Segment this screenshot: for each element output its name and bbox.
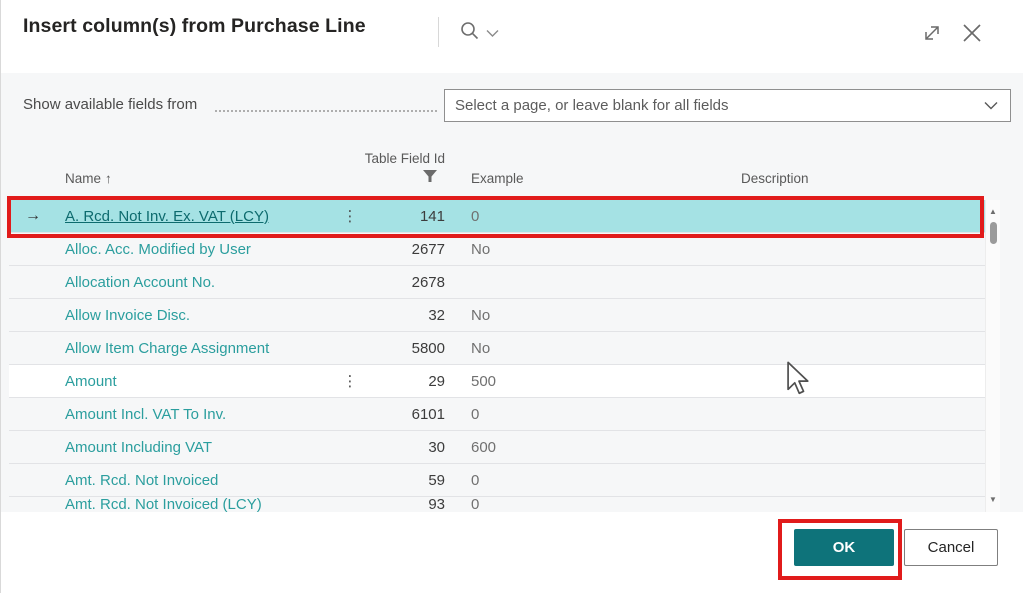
field-id-value: 2677 <box>411 240 445 258</box>
search-button[interactable] <box>451 18 507 46</box>
example-value: 0 <box>471 405 480 423</box>
table-row[interactable]: Amt. Rcd. Not Invoiced 59 0 <box>9 464 985 497</box>
field-name-link[interactable]: Amount Including VAT <box>65 438 213 456</box>
scroll-up-icon[interactable]: ▲ <box>989 207 997 216</box>
expand-dialog-button[interactable] <box>917 20 947 48</box>
dotted-leader <box>215 110 437 112</box>
field-name-link[interactable]: Allow Item Charge Assignment <box>65 339 270 357</box>
field-id-value: 141 <box>419 207 445 225</box>
title-divider <box>438 17 439 47</box>
example-value: 600 <box>471 438 497 456</box>
column-header-description[interactable]: Description <box>741 171 809 186</box>
chevron-down-icon[interactable] <box>984 97 998 115</box>
column-header-name[interactable]: Name ↑ <box>65 171 112 186</box>
show-fields-from-label: Show available fields from <box>23 96 198 113</box>
table-row[interactable]: Allow Invoice Disc. 32 No <box>9 299 985 332</box>
field-id-value: 6101 <box>411 405 445 423</box>
table-row[interactable]: Allow Item Charge Assignment 5800 No <box>9 332 985 365</box>
field-id-value: 32 <box>428 306 445 324</box>
field-id-value: 2678 <box>411 273 445 291</box>
field-id-value: 59 <box>428 471 445 489</box>
table-row[interactable]: Allocation Account No. 2678 <box>9 266 985 299</box>
table-row[interactable]: Amount Incl. VAT To Inv. 6101 0 <box>9 398 985 431</box>
ok-button[interactable]: OK <box>794 529 894 566</box>
vertical-scrollbar[interactable]: ▲ ▼ <box>985 200 1000 512</box>
filter-funnel-icon[interactable] <box>301 170 445 185</box>
chevron-down-icon <box>486 25 499 40</box>
search-icon <box>460 21 479 43</box>
table-row[interactable]: Amount ⋮ 29 500 <box>9 365 985 398</box>
row-ellipsis[interactable]: ⋮ <box>342 373 358 390</box>
field-name-link[interactable]: Allocation Account No. <box>65 273 216 291</box>
dialog-title: Insert column(s) from Purchase Line <box>23 15 366 37</box>
table-rows: → A. Rcd. Not Inv. Ex. VAT (LCY) ⋮ 141 0… <box>9 200 985 512</box>
combobox-placeholder: Select a page, or leave blank for all fi… <box>455 97 729 114</box>
scroll-down-icon[interactable]: ▼ <box>989 495 997 504</box>
field-id-value: 29 <box>428 372 445 390</box>
example-value: No <box>471 306 491 324</box>
sort-ascending-icon: ↑ <box>105 171 112 186</box>
table-row[interactable]: Amount Including VAT 30 600 <box>9 431 985 464</box>
table-row[interactable]: → A. Rcd. Not Inv. Ex. VAT (LCY) ⋮ 141 0 <box>9 200 985 233</box>
close-icon <box>961 22 983 47</box>
scrollbar-thumb[interactable] <box>990 222 997 244</box>
field-id-value: 30 <box>428 438 445 456</box>
row-ellipsis[interactable]: ⋮ <box>342 208 358 225</box>
column-header-table-field-id[interactable]: Table Field Id <box>301 151 445 185</box>
close-dialog-button[interactable] <box>955 19 989 49</box>
field-name-link[interactable]: Amt. Rcd. Not Invoiced <box>65 471 219 489</box>
example-value: 0 <box>471 496 480 512</box>
field-name-link[interactable]: Amount Incl. VAT To Inv. <box>65 405 227 423</box>
field-id-value: 5800 <box>411 339 445 357</box>
example-value: 500 <box>471 372 497 390</box>
diagonal-resize-icon <box>922 23 942 46</box>
row-selection-arrow: → <box>25 207 41 224</box>
cancel-button[interactable]: Cancel <box>904 529 998 566</box>
example-value: No <box>471 240 491 258</box>
field-name-link[interactable]: A. Rcd. Not Inv. Ex. VAT (LCY) <box>65 207 269 225</box>
example-value: 0 <box>471 207 480 225</box>
field-name-link[interactable]: Amount <box>65 372 117 390</box>
dialog-body <box>1 73 1023 512</box>
example-value: No <box>471 339 491 357</box>
table-row[interactable]: Amt. Rcd. Not Invoiced (LCY) 93 0 <box>9 497 985 512</box>
field-name-link[interactable]: Allow Invoice Disc. <box>65 306 191 324</box>
table-row[interactable]: Alloc. Acc. Modified by User 2677 No <box>9 233 985 266</box>
field-id-value: 93 <box>428 496 445 512</box>
field-name-link[interactable]: Alloc. Acc. Modified by User <box>65 240 251 258</box>
field-name-link[interactable]: Amt. Rcd. Not Invoiced (LCY) <box>65 497 262 512</box>
page-select-combobox[interactable]: Select a page, or leave blank for all fi… <box>444 89 1011 122</box>
example-value: 0 <box>471 471 480 489</box>
column-header-example[interactable]: Example <box>471 171 524 186</box>
